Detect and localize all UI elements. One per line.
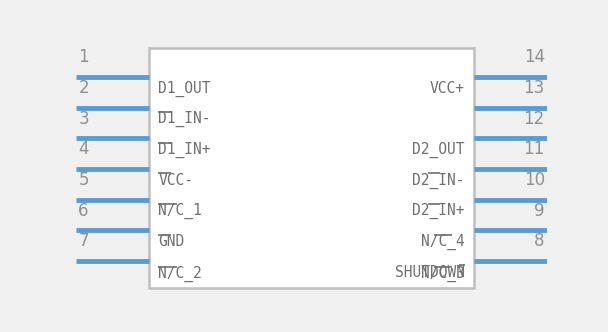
Text: 3: 3 [78, 110, 89, 127]
Text: 4: 4 [78, 140, 89, 158]
Text: SHUTDOWN: SHUTDOWN [395, 265, 465, 280]
Text: 7: 7 [78, 232, 89, 250]
Text: D2_IN-: D2_IN- [412, 173, 465, 189]
Text: N/C_2: N/C_2 [159, 266, 202, 282]
FancyBboxPatch shape [149, 47, 474, 288]
Text: N/C_1: N/C_1 [159, 203, 202, 219]
Text: N/C_4: N/C_4 [421, 234, 465, 250]
Text: 12: 12 [523, 110, 545, 127]
Text: 1: 1 [78, 48, 89, 66]
Text: D2_OUT: D2_OUT [412, 142, 465, 158]
Text: VCC-: VCC- [159, 173, 193, 188]
Text: 9: 9 [534, 202, 545, 219]
Text: 5: 5 [78, 171, 89, 189]
Text: 6: 6 [78, 202, 89, 219]
Text: GND: GND [159, 234, 185, 249]
Text: 2: 2 [78, 79, 89, 97]
Text: 8: 8 [534, 232, 545, 250]
Text: 14: 14 [523, 48, 545, 66]
Text: D2_IN+: D2_IN+ [412, 203, 465, 219]
Text: 11: 11 [523, 140, 545, 158]
Text: D1_IN-: D1_IN- [159, 111, 211, 127]
Text: VCC+: VCC+ [430, 81, 465, 96]
Text: D1_IN+: D1_IN+ [159, 142, 211, 158]
Text: D1_OUT: D1_OUT [159, 80, 211, 97]
Text: N/C_3: N/C_3 [421, 266, 465, 282]
Text: 13: 13 [523, 79, 545, 97]
Text: 10: 10 [523, 171, 545, 189]
